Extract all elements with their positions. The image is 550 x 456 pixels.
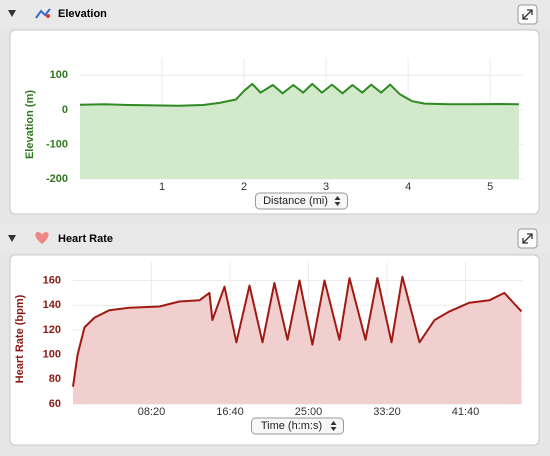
x-tick-label: 2	[241, 181, 247, 193]
x-tick-label: 25:00	[295, 406, 323, 418]
heart-icon	[35, 232, 49, 244]
x-axis-dropdown[interactable]	[255, 192, 348, 210]
dropdown-arrows	[330, 421, 337, 431]
y-tick-label: 100	[50, 69, 68, 81]
y-tick-label: 120	[43, 324, 61, 336]
area-fill	[73, 276, 522, 404]
x-tick-label: 5	[487, 181, 493, 193]
expand-icon	[522, 233, 533, 244]
elevation-icon	[35, 8, 51, 19]
x-tick-label: 1	[159, 181, 165, 193]
x-tick-label: 08:20	[138, 406, 166, 418]
collapse-toggle[interactable]	[8, 10, 16, 17]
y-tick-label: 160	[43, 274, 61, 286]
x-tick-label: 16:40	[216, 406, 244, 418]
x-tick-label: 4	[405, 181, 411, 193]
data-line	[72, 275, 523, 387]
header-bar	[0, 0, 550, 28]
y-tick-label: 140	[43, 299, 61, 311]
y-tick-label: 0	[62, 104, 68, 116]
data-line	[79, 82, 519, 107]
x-tick-label: 33:20	[373, 406, 401, 418]
collapse-toggle[interactable]	[8, 235, 16, 242]
expand-icon	[522, 9, 533, 20]
y-tick-label: 80	[49, 373, 61, 385]
x-tick-label: 41:40	[452, 406, 480, 418]
y-tick-label: 100	[43, 349, 61, 361]
y-axis-label: Heart Rate (bpm)	[14, 294, 26, 383]
y-tick-label: -200	[46, 173, 68, 185]
y-tick-label: -100	[46, 138, 68, 150]
panel-title: Elevation	[58, 8, 107, 20]
panel-title: Heart Rate	[58, 233, 113, 245]
dropdown-arrows	[334, 196, 341, 206]
x-axis-label: Time (h:m:s)	[261, 420, 322, 432]
elevation-icon-dot	[46, 14, 50, 18]
x-axis-label: Distance (mi)	[263, 195, 328, 207]
x-tick-label: 3	[323, 181, 329, 193]
y-axis-label: Elevation (m)	[24, 90, 36, 159]
header-bar	[0, 224, 550, 252]
area-fill	[80, 83, 519, 179]
x-axis-dropdown[interactable]	[251, 417, 344, 435]
y-tick-label: 60	[49, 398, 61, 410]
